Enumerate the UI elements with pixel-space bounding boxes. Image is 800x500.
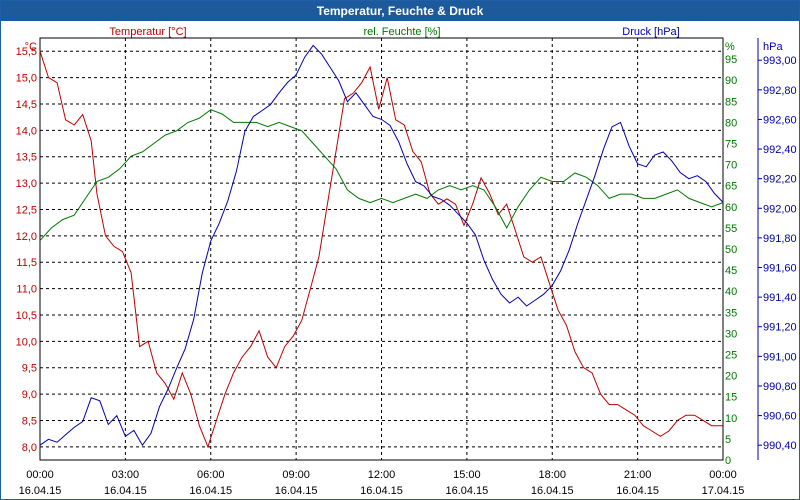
temperature-tick-label: 8,0 <box>22 442 37 454</box>
humidity-tick-label: 80 <box>725 117 737 129</box>
temperature-tick-label: 14,0 <box>16 125 37 137</box>
pressure-series-label: Druck [hPa] <box>622 26 679 38</box>
temperature-tick-label: 10,0 <box>16 336 37 348</box>
humidity-tick-label: 90 <box>725 75 737 87</box>
temperature-tick-label: 14,5 <box>16 99 37 111</box>
pressure-tick-label: 991,60 <box>763 263 797 275</box>
temperature-tick-label: 15,0 <box>16 73 37 85</box>
pressure-series-line <box>39 44 724 447</box>
temperature-tick-label: 15,5 <box>16 46 37 58</box>
pressure-tick-label: 991,20 <box>763 322 797 334</box>
humidity-tick-label: 85 <box>725 96 737 108</box>
temperature-tick-label: 9,5 <box>22 363 37 375</box>
pressure-tick-label: 992,60 <box>763 114 797 126</box>
temperature-tick-label: 11,0 <box>16 284 37 296</box>
humidity-tick-label: 5 <box>725 434 731 446</box>
humidity-tick-label: 25 <box>725 350 737 362</box>
humidity-series-line <box>39 109 724 241</box>
pressure-tick-label: 992,20 <box>763 174 797 186</box>
x-tick-time-label: 00:00 <box>26 469 54 481</box>
x-tick-time-label: 09:00 <box>282 469 310 481</box>
pressure-tick-label: 991,40 <box>763 292 797 304</box>
temperature-series-label: Temperatur [°C] <box>109 26 186 38</box>
pressure-tick-label: 991,00 <box>763 351 797 363</box>
x-tick-date-label: 16.04.15 <box>531 485 574 497</box>
humidity-tick-label: 95 <box>725 54 737 66</box>
x-tick-time-label: 00:00 <box>709 469 737 481</box>
temperature-unit-label: °C <box>25 41 37 53</box>
x-tick-time-label: 21:00 <box>624 469 652 481</box>
pressure-tick-label: 992,80 <box>763 85 797 97</box>
humidity-tick-label: 65 <box>725 181 737 193</box>
x-tick-date-label: 16.04.15 <box>445 485 488 497</box>
humidity-unit-label: % <box>725 41 735 53</box>
temperature-series-line <box>39 51 723 449</box>
pressure-tick-label: 991,80 <box>763 233 797 245</box>
x-tick-time-label: 06:00 <box>197 469 225 481</box>
temperature-tick-label: 13,0 <box>16 178 37 190</box>
humidity-tick-label: 20 <box>725 371 737 383</box>
pressure-tick-label: 992,00 <box>763 203 797 215</box>
pressure-tick-label: 990,60 <box>763 411 797 423</box>
temperature-tick-label: 12,5 <box>16 204 37 216</box>
temperature-tick-label: 9,0 <box>22 389 37 401</box>
pressure-unit-label: hPa <box>763 41 783 53</box>
x-tick-date-label: 16.04.15 <box>616 485 659 497</box>
pressure-tick-label: 992,40 <box>763 144 797 156</box>
humidity-tick-label: 70 <box>725 160 737 172</box>
humidity-tick-label: 50 <box>725 244 737 256</box>
humidity-tick-label: 75 <box>725 139 737 151</box>
humidity-tick-label: 35 <box>725 307 737 319</box>
humidity-tick-label: 60 <box>725 202 737 214</box>
temperature-tick-label: 11,5 <box>16 257 37 269</box>
x-tick-time-label: 12:00 <box>368 469 396 481</box>
humidity-tick-label: 45 <box>725 265 737 277</box>
pressure-tick-label: 993,00 <box>763 55 797 67</box>
x-tick-time-label: 03:00 <box>112 469 140 481</box>
humidity-tick-label: 10 <box>725 413 737 425</box>
x-tick-date-label: 16.04.15 <box>19 485 62 497</box>
x-tick-date-label: 16.04.15 <box>189 485 232 497</box>
humidity-tick-label: 40 <box>725 286 737 298</box>
x-tick-date-label: 16.04.15 <box>360 485 403 497</box>
humidity-tick-label: 0 <box>725 455 731 467</box>
x-tick-time-label: 15:00 <box>453 469 481 481</box>
humidity-series-label: rel. Feuchte [%] <box>363 26 440 38</box>
window-title: Temperatur, Feuchte & Druck <box>1 1 799 21</box>
x-tick-date-label: 16.04.15 <box>275 485 318 497</box>
temperature-tick-label: 13,5 <box>16 152 37 164</box>
pressure-tick-label: 990,40 <box>763 440 797 452</box>
humidity-tick-label: 30 <box>725 328 737 340</box>
humidity-tick-label: 55 <box>725 223 737 235</box>
x-tick-time-label: 18:00 <box>538 469 566 481</box>
x-tick-date-label: 17.04.15 <box>702 485 745 497</box>
humidity-tick-label: 15 <box>725 392 737 404</box>
temperature-tick-label: 12,0 <box>16 231 37 243</box>
temperature-tick-label: 10,5 <box>16 310 37 322</box>
temperature-tick-label: 8,5 <box>22 415 37 427</box>
x-tick-date-label: 16.04.15 <box>104 485 147 497</box>
pressure-tick-label: 990,80 <box>763 381 797 393</box>
